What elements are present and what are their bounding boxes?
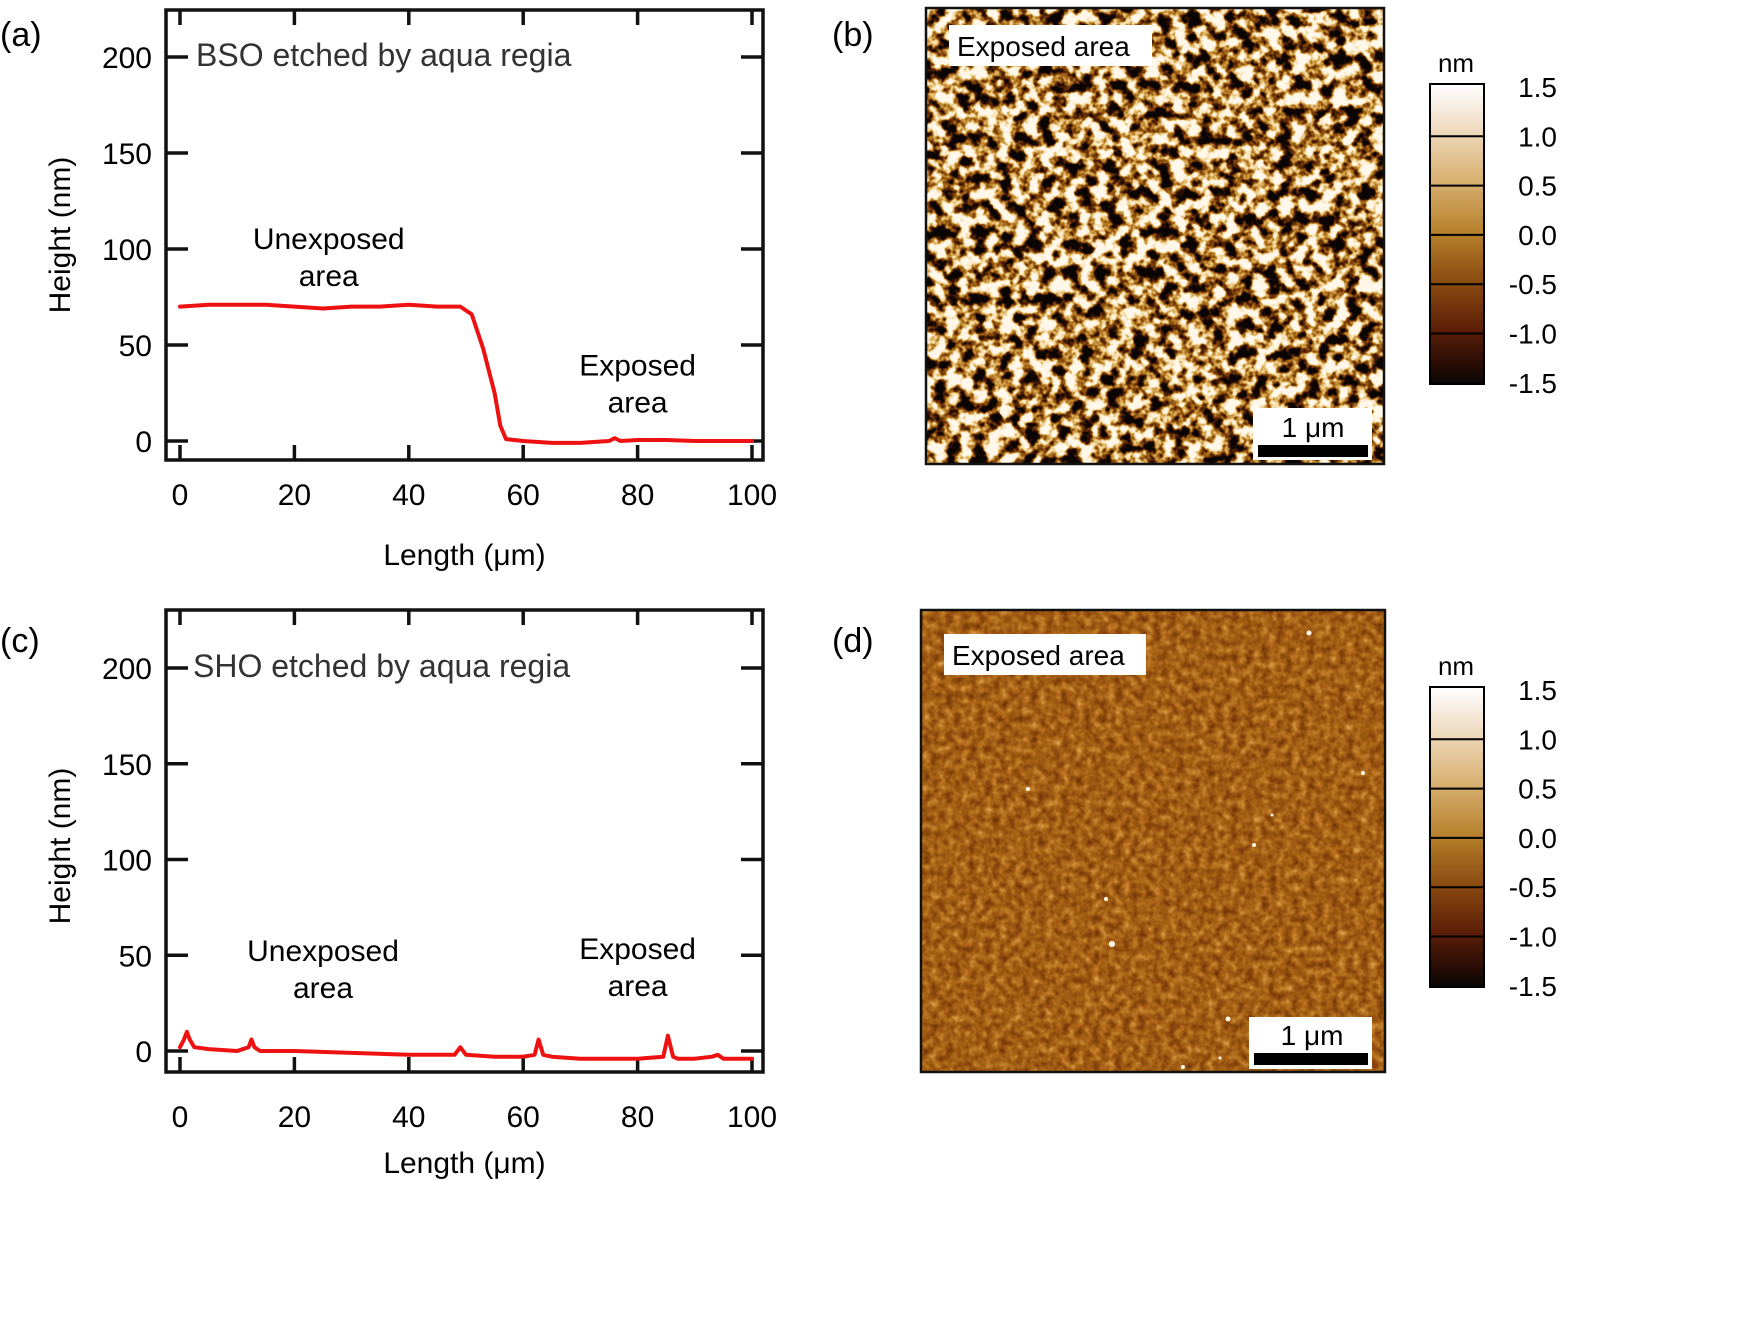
colorbar-tick-label: 1.5 [1518, 72, 1557, 103]
panel-c-ytick-label: 150 [102, 749, 152, 782]
area-tag-d: Exposed area [952, 640, 1125, 671]
panel-c-axes-frame [164, 608, 765, 1074]
panel-c-xtick-label: 0 [172, 1101, 189, 1134]
panel-a-series-line [178, 302, 754, 445]
colorbar-tick-label: -1.0 [1509, 319, 1557, 350]
panel-c-plot: 0 20 40 60 80 100 0 50 100 150 200 Length (μm) Heigh… [44, 608, 777, 1180]
panel-c-xtick-label: 40 [392, 1101, 425, 1134]
area-tag-box-d [944, 634, 1146, 675]
panel-a-ytick-label: 200 [102, 42, 152, 75]
colorbar-unit-d: nm [1438, 651, 1474, 681]
scalebar-b [1258, 445, 1368, 457]
colorbar-tick-label: 1.0 [1518, 121, 1557, 152]
afm-frame-d [919, 608, 1387, 1074]
scalebar-d [1254, 1053, 1368, 1065]
colorbar-tick-label: 0.0 [1518, 220, 1557, 251]
panel-c-ytick-label: 100 [102, 845, 152, 878]
colorbar-tick-label: 1.5 [1518, 675, 1557, 706]
panel-c-ylabel: Height (nm) [44, 768, 77, 925]
panel-a-ytick-label: 50 [119, 330, 152, 363]
panel-a-xtick-label: 60 [507, 479, 540, 512]
panel-a-label: (a) [0, 16, 42, 54]
panel-a-ytick-label: 100 [102, 234, 152, 267]
panel-a-annotation-0: Unexposed area [253, 223, 405, 293]
panel-a: (a) 0 20 40 60 80 100 0 50 100 150 200 Length (μm) H… [0, 8, 777, 572]
panel-a-xtick-label: 0 [172, 479, 189, 512]
panel-a-xtick-label: 20 [278, 479, 311, 512]
colorbar-tick-label: 0.0 [1518, 823, 1557, 854]
panel-c-xlabel: Length (μm) [383, 1147, 545, 1180]
panel-a-ylabel: Height (nm) [44, 157, 77, 314]
colorbar-ticks-b: 1.5 1.0 0.5 0.0 -0.5 -1.0 -1.5 [1430, 72, 1557, 399]
panel-a-annotation-1: Exposed area [579, 350, 696, 420]
colorbar-tick-label: 1.0 [1518, 724, 1557, 755]
afm-image-d [921, 610, 1385, 1072]
panel-b: (b) Exposed area 1 μm nm 1.5 1.0 0.5 0.0 -0.… [832, 6, 1557, 466]
panel-c-annotation-0: Unexposed area [247, 935, 399, 1005]
colorbar-tick-label: 0.5 [1518, 171, 1557, 202]
panel-d-label: (d) [832, 622, 874, 660]
panel-c-label: (c) [0, 622, 40, 660]
panel-c-xtick-label: 20 [278, 1101, 311, 1134]
colorbar-ticks-d: 1.5 1.0 0.5 0.0 -0.5 -1.0 -1.5 [1430, 675, 1557, 1002]
afm-image-b [926, 8, 1384, 464]
panel-a-ytick-label: 0 [135, 426, 152, 459]
panel-a-xtick-label: 80 [621, 479, 654, 512]
panel-c-ytick-label: 200 [102, 653, 152, 686]
panel-a-xtick-label: 40 [392, 479, 425, 512]
area-tag-b: Exposed area [957, 31, 1130, 62]
colorbar-tick-label: -1.5 [1509, 368, 1557, 399]
panel-c-ytick-label: 0 [135, 1036, 152, 1069]
panel-b-label: (b) [832, 16, 874, 54]
afm-particles-d [1026, 630, 1365, 1069]
colorbar-tick-label: 0.5 [1518, 774, 1557, 805]
colorbar-tick-label: -1.5 [1509, 971, 1557, 1002]
scalebar-label-d: 1 μm [1281, 1020, 1344, 1051]
panel-a-xtick-label: 100 [727, 479, 777, 512]
area-tag-box-b [949, 25, 1152, 66]
panel-c-title: SHO etched by aqua regia [193, 648, 570, 684]
panel-a-xlabel: Length (μm) [383, 539, 545, 572]
colorbar-tick-label: -0.5 [1509, 269, 1557, 300]
panel-a-plot: 0 20 40 60 80 100 0 50 100 150 200 Length (μm) Heigh… [44, 8, 777, 572]
panel-d: (d) Exposed area 1 μm nm 1.5 1.0 0.5 0.0 -0.… [832, 608, 1557, 1074]
panel-c-xtick-label: 60 [507, 1101, 540, 1134]
panel-c-xtick-label: 100 [727, 1101, 777, 1134]
panel-a-axes-frame [164, 8, 765, 462]
panel-a-title: BSO etched by aqua regia [196, 37, 572, 73]
panel-c-annotation-1: Exposed area [579, 933, 696, 1003]
colorbar-unit-b: nm [1438, 48, 1474, 78]
panel-c-series-line [178, 1029, 754, 1061]
colorbar-tick-label: -0.5 [1509, 872, 1557, 903]
afm-frame-b [924, 6, 1386, 466]
scalebar-label-b: 1 μm [1282, 412, 1345, 443]
panel-c-xtick-label: 80 [621, 1101, 654, 1134]
panel-c-ytick-label: 50 [119, 940, 152, 973]
panel-c: (c) 0 20 40 60 80 100 0 50 100 150 200 Length (μm) H… [0, 608, 777, 1180]
colorbar-tick-label: -1.0 [1509, 922, 1557, 953]
panel-a-ytick-label: 150 [102, 138, 152, 171]
